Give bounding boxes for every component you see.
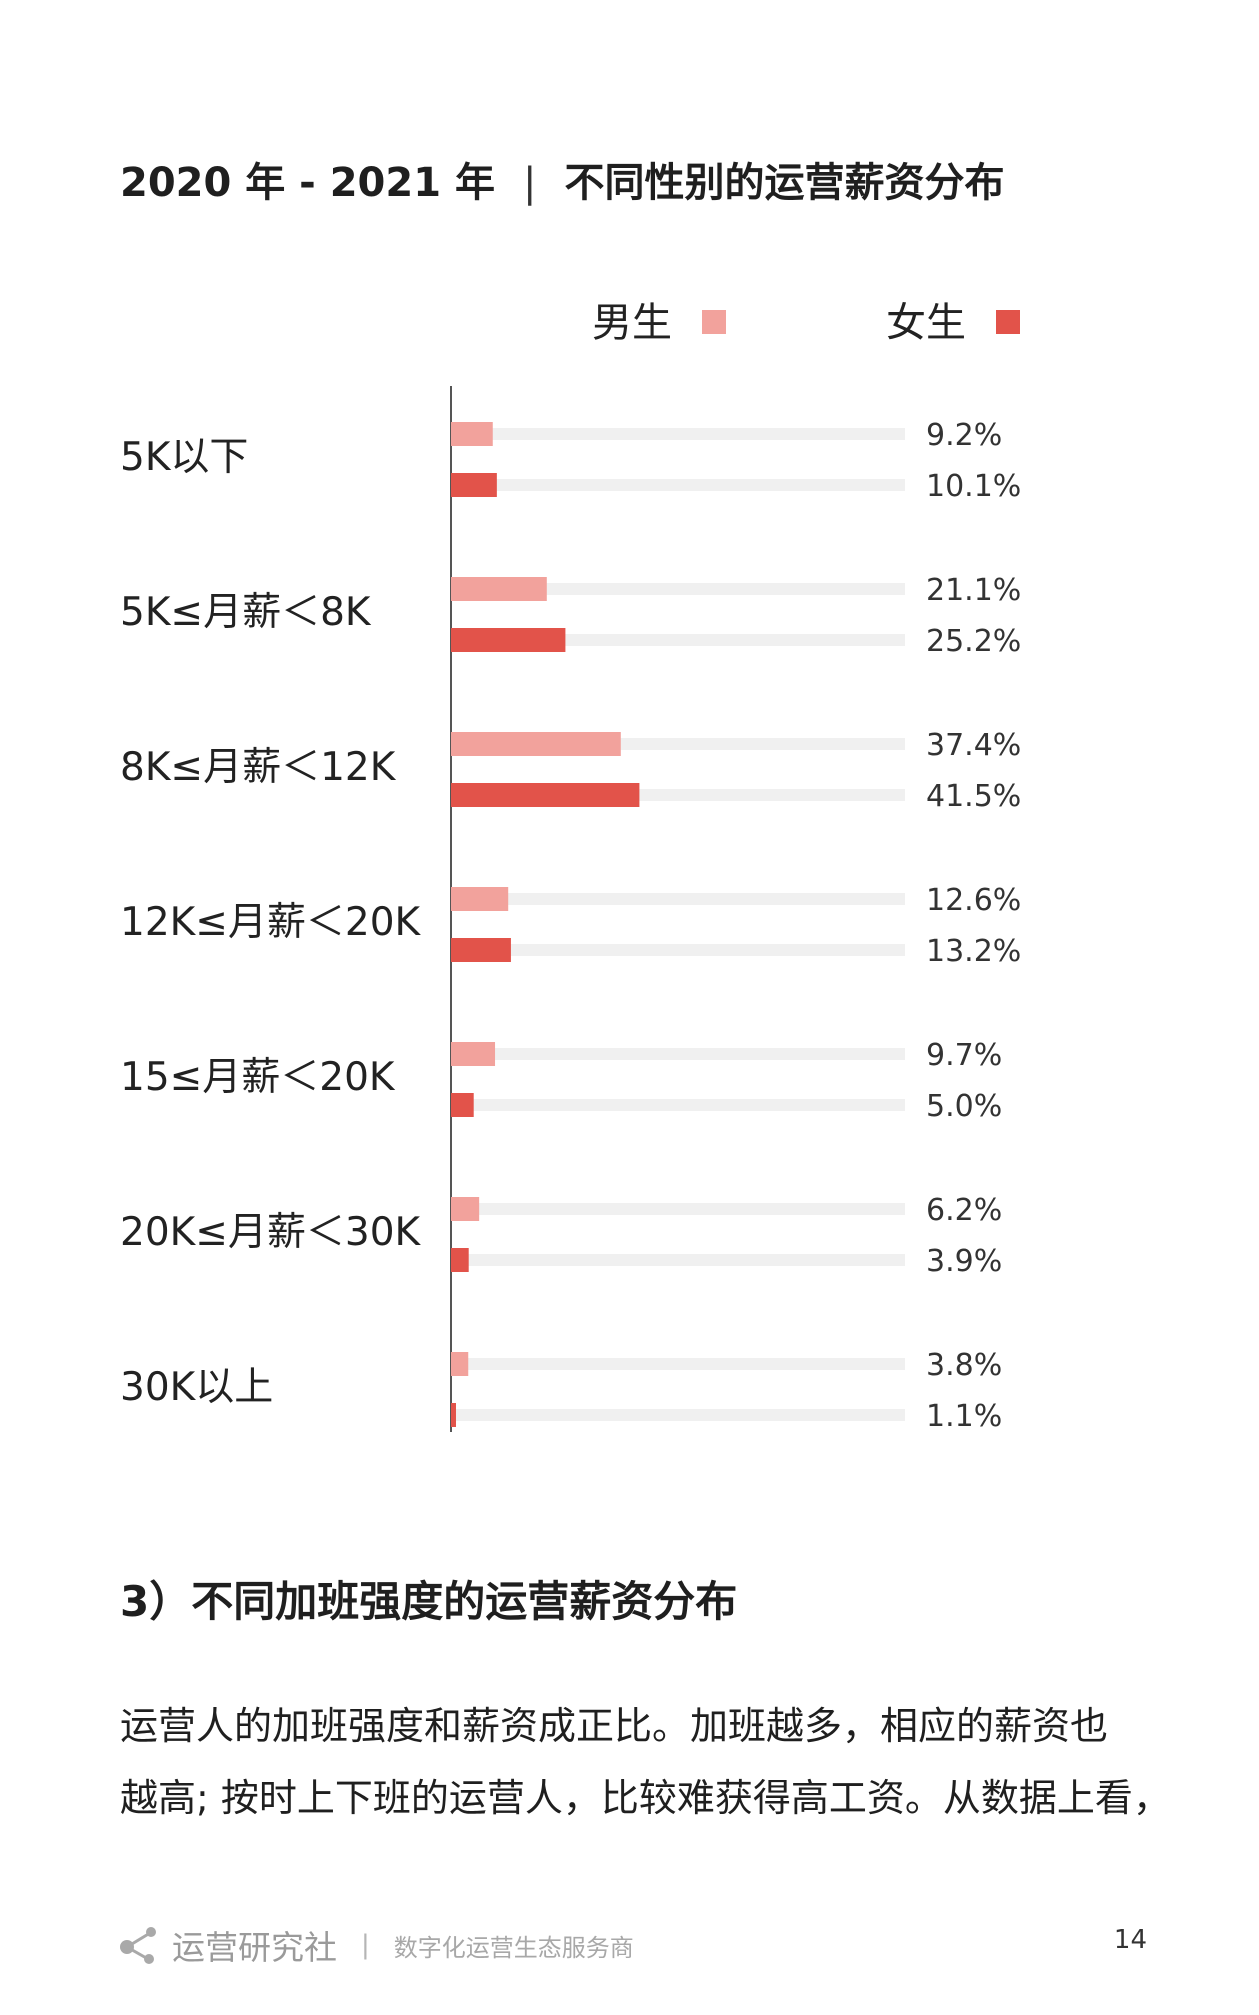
bar-track — [451, 428, 905, 440]
paragraph-line: 运营人的加班强度和薪资成正比。加班越多，相应的薪资也 — [120, 1704, 1109, 1748]
title-subject: 不同性别的运营薪资分布 — [564, 160, 1005, 206]
bar-male — [451, 1042, 496, 1066]
legend-swatch-female — [996, 310, 1020, 334]
value-label-male: 6.2% — [926, 1193, 1002, 1228]
bar-female — [451, 628, 566, 652]
share-network-icon — [120, 1927, 156, 1964]
value-label-male: 9.7% — [926, 1038, 1002, 1073]
bar-track — [451, 1358, 905, 1370]
bar-track — [451, 944, 905, 956]
bar-track — [451, 479, 905, 491]
bar-track — [451, 1048, 905, 1060]
legend-label-female: 女生 — [886, 300, 966, 346]
category-label: 12K≤月薪＜20K — [120, 900, 422, 945]
legend-item-male: 男生 — [592, 290, 726, 348]
salary-gender-bar-chart: 5K以下 5K≤月薪＜8K 8K≤月薪＜12K 12K≤月薪＜20K 15≤月薪＜20K… — [120, 386, 1021, 1434]
category-label: 20K≤月薪＜30K — [120, 1210, 422, 1255]
value-labels-layer: 9.2% 10.1% 21.1% 25.2% 37.4% 41.5% 12.6% 13.2% 9… — [926, 418, 1021, 1434]
title-separator: | — [522, 160, 537, 206]
value-label-female: 13.2% — [926, 934, 1021, 969]
value-label-female: 1.1% — [926, 1399, 1002, 1434]
value-label-male: 12.6% — [926, 883, 1021, 918]
legend-swatch-male — [702, 310, 726, 334]
title-period: 2020 年 - 2021 年 — [120, 160, 495, 206]
page-title: 2020 年 - 2021 年 | 不同性别的运营薪资分布 — [120, 150, 1004, 208]
bar-male — [451, 422, 493, 446]
page-number: 14 — [1113, 1925, 1147, 1955]
value-label-female: 3.9% — [926, 1244, 1002, 1279]
bar-female — [451, 938, 511, 962]
footer-brand: 运营研究社 — [172, 1928, 337, 1967]
bar-male — [451, 1197, 480, 1221]
bar-female — [451, 783, 640, 807]
bar-female — [451, 473, 497, 497]
bar-male — [451, 1352, 469, 1376]
value-label-female: 5.0% — [926, 1089, 1002, 1124]
bar-male — [451, 732, 621, 756]
bar-track — [451, 1099, 905, 1111]
bar-track — [451, 1409, 905, 1421]
category-label: 30K以上 — [120, 1365, 273, 1410]
footer-divider: | — [361, 1930, 370, 1960]
paragraph-line: 越高; 按时上下班的运营人，比较难获得高工资。从数据上看， — [120, 1776, 1171, 1820]
value-label-male: 3.8% — [926, 1348, 1002, 1383]
category-label: 15≤月薪＜20K — [120, 1055, 396, 1100]
bar-male — [451, 577, 547, 601]
value-label-female: 25.2% — [926, 624, 1021, 659]
bar-track — [451, 893, 905, 905]
footer: 运营研究社 | 数字化运营生态服务商 — [118, 1920, 634, 1970]
bar-female — [451, 1248, 469, 1272]
footer-tagline: 数字化运营生态服务商 — [393, 1933, 634, 1962]
legend-label-male: 男生 — [592, 300, 672, 346]
value-label-female: 41.5% — [926, 779, 1021, 814]
bar-track — [451, 1203, 905, 1215]
value-label-female: 10.1% — [926, 469, 1021, 504]
category-label: 5K≤月薪＜8K — [120, 590, 372, 635]
bar-female — [451, 1093, 474, 1117]
bar-track — [451, 583, 905, 595]
body-paragraph: 运营人的加班强度和薪资成正比。加班越多，相应的薪资也 越高; 按时上下班的运营人… — [120, 1690, 1171, 1834]
bar-female — [451, 1403, 456, 1427]
category-labels-layer: 5K以下 5K≤月薪＜8K 8K≤月薪＜12K 12K≤月薪＜20K 15≤月薪＜20K… — [120, 435, 422, 1410]
bars-layer — [451, 422, 905, 1427]
value-label-male: 21.1% — [926, 573, 1021, 608]
bar-male — [451, 887, 509, 911]
category-label: 5K以下 — [120, 435, 248, 480]
bar-track — [451, 1254, 905, 1266]
value-label-male: 37.4% — [926, 728, 1021, 763]
legend-item-female: 女生 — [886, 290, 1020, 348]
section-heading: 3）不同加班强度的运营薪资分布 — [120, 1577, 738, 1626]
category-label: 8K≤月薪＜12K — [120, 745, 397, 790]
value-label-male: 9.2% — [926, 418, 1002, 453]
